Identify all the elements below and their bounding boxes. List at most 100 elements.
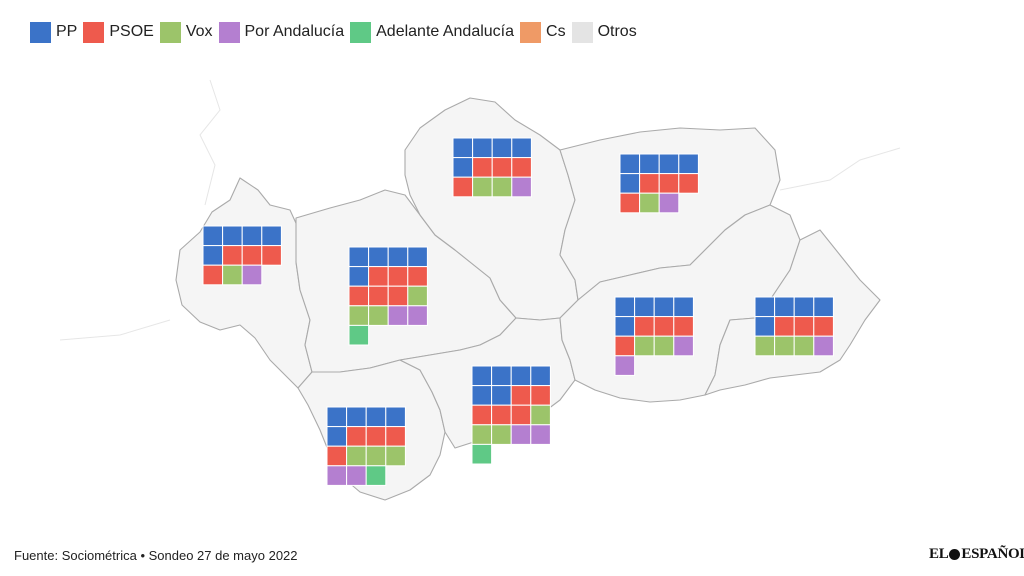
seat-cell [754,335,776,357]
seat-cell [385,426,406,447]
seat-cell [471,443,493,465]
seat-cell [511,157,532,178]
seat-cell [639,192,660,214]
logo-text-left: EL [929,546,949,562]
seat-cell [348,266,370,287]
seat-cell [619,192,641,214]
el-espanol-logo: EL ESPAÑOL [929,546,1024,563]
seat-cell [530,365,551,387]
seat-cell [452,137,474,159]
seat-cell [634,335,655,357]
legend-label: Adelante Andalucía [376,23,515,40]
legend-item: PSOE [83,21,154,43]
seat-cell [614,335,636,357]
legend-swatch [571,21,593,43]
seat-cell [491,137,513,159]
seat-cell [241,245,263,266]
seat-cell [491,176,513,198]
seat-cell [774,335,795,357]
legend-swatch [83,21,105,43]
seat-cell [471,424,493,445]
seat-cell [471,385,493,406]
seat-cell [793,316,815,337]
seat-cell [326,465,348,486]
seat-cell [368,266,389,287]
seat-cell [368,305,389,326]
legend-item: Adelante Andalucía [350,21,515,43]
seat-cell [348,324,370,346]
seat-cell [673,316,694,337]
seat-cell [510,424,532,445]
seat-cell [407,246,428,268]
seat-cell [365,445,387,467]
seat-cell [368,246,389,268]
seat-cell [678,153,699,175]
seat-cell [614,355,636,376]
seat-cell [511,176,532,198]
seat-cell [326,406,348,428]
legend-item: Por Andalucía [218,21,345,43]
waffle-córdoba [452,137,532,198]
seat-cell [261,225,282,247]
legend-label: Vox [185,23,213,40]
seat-cell [241,264,263,286]
seat-cell [639,153,660,175]
seat-cell [634,316,655,337]
waffle-sevilla [348,246,428,346]
legend-item: Vox [159,21,213,43]
seat-cell [658,173,680,194]
seat-cell [346,445,367,467]
legend-label: PP [56,23,78,40]
seat-cell [510,365,532,387]
seat-cell [365,406,387,428]
seat-cell [491,157,513,178]
seat-cell [658,192,680,214]
seat-cell [222,225,243,247]
seat-cell [653,296,675,318]
seat-cell [793,296,815,318]
seat-cell [202,225,224,247]
logo-dot-icon [949,549,961,560]
seat-cell [348,285,370,307]
waffle-granada [614,296,694,376]
seat-cell [346,465,367,486]
seat-cell [530,404,551,426]
seat-cell [472,176,493,198]
seat-cell [365,426,387,447]
seat-cell [452,176,474,198]
legend-label: Cs [546,23,566,40]
seat-cell [614,316,636,337]
seat-cell [346,426,367,447]
seat-cell [614,296,636,318]
seat-cell [639,173,660,194]
seat-cell [813,296,834,318]
waffle-málaga [471,365,551,465]
waffle-almería [754,296,834,357]
seat-cell [385,445,406,467]
seat-cell [510,404,532,426]
legend-item: Cs [520,21,566,43]
waffle-charts [202,137,834,486]
seat-cell [472,157,493,178]
seat-cell [241,225,263,247]
seat-cell [326,426,348,447]
seat-cell [326,445,348,467]
background-borders [59,79,901,341]
seat-cell [634,296,655,318]
seat-cell [658,153,680,175]
seat-cell [511,137,532,159]
seat-cell [387,285,409,307]
seat-cell [491,424,512,445]
seat-cell [407,305,428,326]
seat-cell [368,285,389,307]
legend-label: Otros [597,23,637,40]
seat-cell [348,305,370,326]
legend-label: PSOE [109,23,154,40]
legend-label: Por Andalucía [244,23,345,40]
seat-cell [471,404,493,426]
seat-cell [491,385,512,406]
legend-swatch [520,21,542,43]
seat-cell [678,173,699,194]
seat-cell [387,266,409,287]
